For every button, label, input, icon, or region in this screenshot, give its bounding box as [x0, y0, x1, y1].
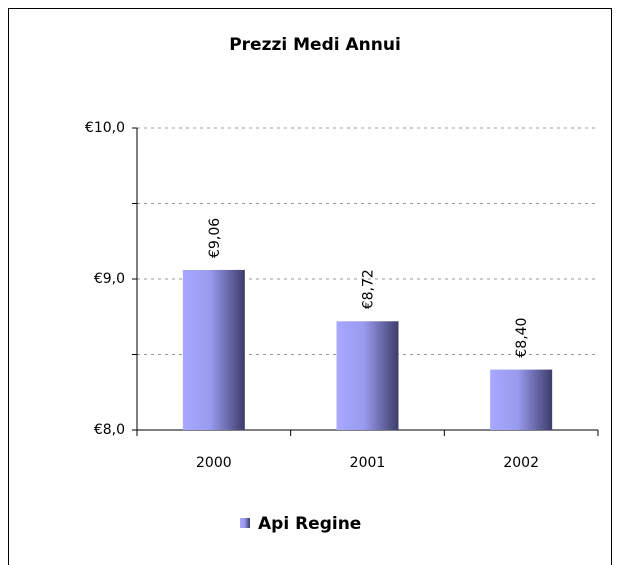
legend-swatch: [240, 518, 250, 528]
y-tick-label: €8,0: [94, 422, 125, 438]
bar: [490, 369, 553, 430]
bar: [182, 269, 245, 430]
bar: [336, 321, 399, 430]
x-tick-label: 2000: [196, 455, 232, 471]
chart-frame: [8, 8, 612, 565]
y-tick-label: €10,0: [85, 120, 125, 136]
x-tick-label: 2002: [503, 455, 539, 471]
y-tick-label: €9,0: [94, 271, 125, 287]
data-label: €8,72: [361, 269, 377, 309]
x-tick-label: 2001: [350, 455, 386, 471]
data-label: €9,06: [207, 218, 223, 258]
data-label: €8,40: [514, 318, 530, 358]
legend-label: Api Regine: [258, 514, 361, 534]
chart-title: Prezzi Medi Annui: [229, 35, 401, 55]
